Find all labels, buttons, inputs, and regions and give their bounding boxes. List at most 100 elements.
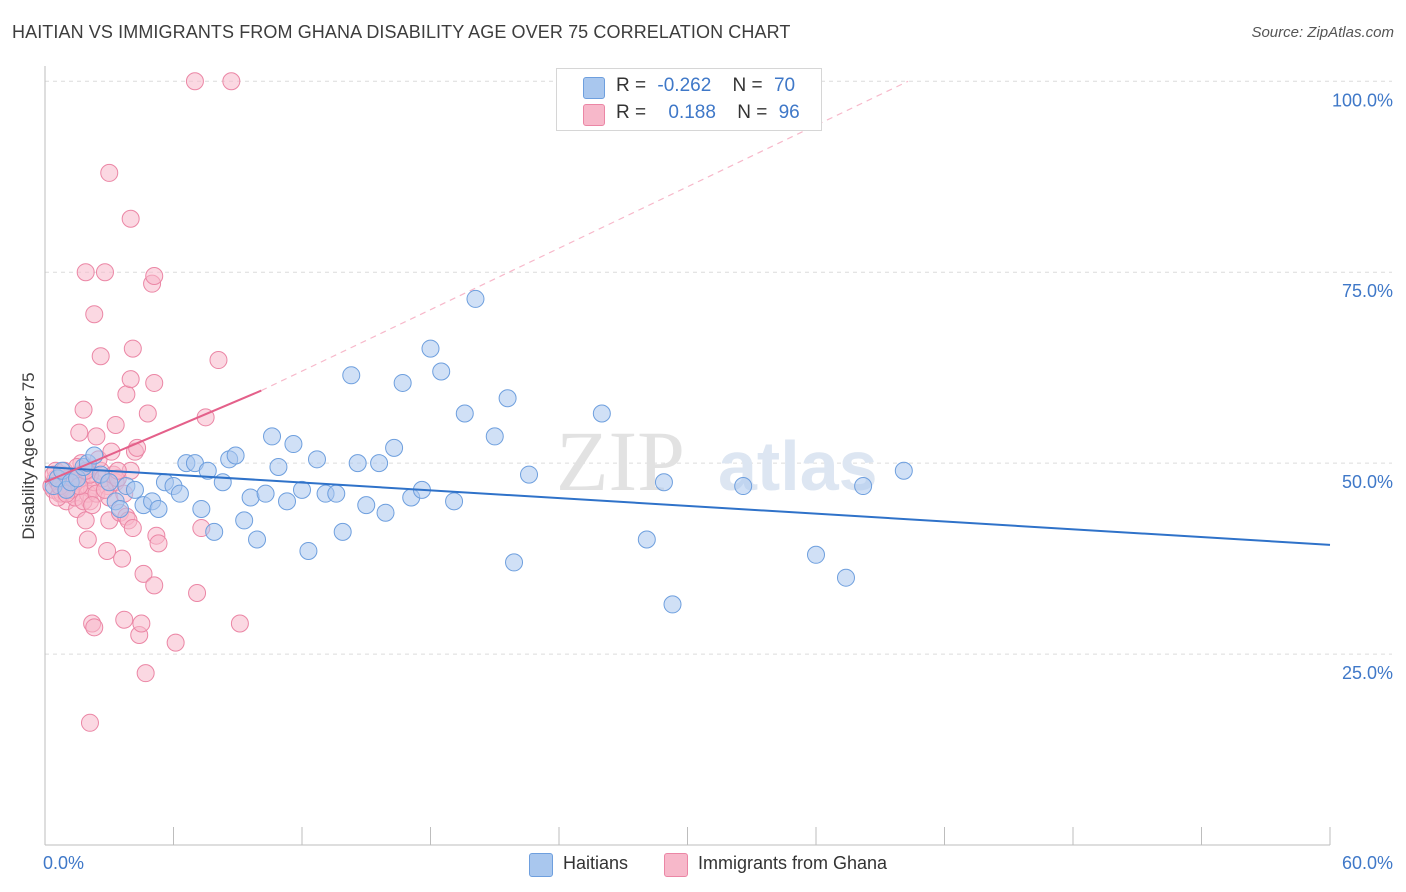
haitian-point-31 [248,530,267,549]
ghana-point-99 [145,267,164,286]
ghana-point-76 [128,438,147,457]
ghana-point-59 [85,305,104,324]
haitian-point-52 [421,339,440,358]
haitian-point-55 [455,404,474,423]
haitian-point-42 [333,522,352,541]
ghana-point-80 [134,564,153,583]
haitian-point-36 [284,435,303,454]
ghana-point-83 [145,373,164,392]
ghana-point-93 [185,72,204,91]
watermark-zip: ZIP [556,413,685,509]
haitian-point-39 [307,450,326,469]
haitian-point-49 [393,373,412,392]
n-label: N = [737,102,768,123]
ghana-point-74 [123,519,142,538]
r-label: R = [616,75,647,96]
ghana-point-92 [230,614,249,633]
haitian-point-34 [269,457,288,476]
haitian-point-61 [592,404,611,423]
haitian-point-47 [376,503,395,522]
ghana-swatch [583,104,605,126]
haitian-point-25 [205,522,224,541]
r-value-haitians: -0.262 [657,75,712,96]
ghana-point-62 [98,541,117,560]
haitian-point-66 [807,545,825,564]
haitian-point-44 [348,454,367,473]
ghana-swatch [664,853,688,877]
ghana-point-16 [76,511,95,530]
ghana-point-81 [138,404,157,423]
y-tick-label: 75.0% [1342,281,1393,301]
haitian-point-38 [299,541,318,560]
y-tick-label: 25.0% [1342,663,1393,683]
legend-label-ghana: Immigrants from Ghana [698,853,888,873]
zipatlas-watermark: ZIP atlas [556,413,878,509]
ghana-points [42,72,249,732]
haitian-points [44,289,913,614]
ghana-point-53 [70,423,89,442]
ghana-point-85 [149,534,168,553]
haitian-point-12 [110,499,129,518]
haitian-point-68 [854,477,873,496]
ghana-point-61 [91,347,110,366]
haitian-point-65 [734,477,753,496]
x-tick-label-end: 60.0% [1342,853,1393,873]
correlation-legend: R = -0.262 N = 70 R = 0.188 N = 96 [556,68,822,131]
haitian-point-30 [241,488,260,507]
ghana-point-88 [188,583,207,602]
n-label: N = [732,75,763,96]
ghana-point-87 [166,633,185,652]
n-value-haitians: 70 [773,75,796,96]
ghana-point-46 [83,496,102,515]
y-axis-title: Disability Age Over 75 [19,372,38,539]
ghana-point-97 [100,163,119,182]
haitian-point-43 [342,366,361,385]
ghana-point-73 [123,339,142,358]
ghana-point-86 [145,576,164,595]
haitian-point-33 [263,427,282,446]
source-label: Source: ZipAtlas.com [1251,24,1394,41]
ghana-point-96 [121,209,140,228]
haitian-point-32 [256,484,275,503]
grid-lines [45,80,1392,655]
ghana-trend-line [44,389,262,484]
haitians-swatch [529,853,553,877]
haitian-point-14 [125,480,144,499]
haitian-point-58 [498,389,517,408]
haitian-point-67 [836,568,855,587]
axis-labels: 25.0% 50.0% 75.0% 100.0% 0.0% 60.0% Disability… [19,90,1393,873]
haitian-point-20 [170,484,189,503]
ghana-point-64 [106,415,125,434]
haitian-point-54 [445,492,464,511]
haitian-point-45 [357,496,376,515]
haitians-trend-line [44,465,1331,546]
haitian-point-53 [432,362,451,381]
ghana-point-91 [209,351,228,370]
ghana-point-98 [76,263,95,282]
haitian-point-10 [100,473,119,492]
series-legend: Haitians Immigrants from Ghana [0,852,1406,878]
ghana-point-60 [87,427,106,446]
ghana-point-55 [78,530,97,549]
haitian-point-29 [235,511,254,530]
axes [44,66,1331,846]
haitian-point-62 [637,530,656,549]
y-tick-label: 50.0% [1342,472,1393,492]
x-tick-label-start: 0.0% [43,853,84,873]
haitian-point-56 [466,289,485,308]
haitian-point-23 [192,499,211,518]
haitian-point-63 [654,473,673,492]
y-tick-label: 100.0% [1332,90,1393,110]
haitian-point-41 [327,484,346,503]
haitian-point-46 [370,454,389,473]
haitian-point-24 [198,461,217,480]
haitians-swatch [583,77,605,99]
ghana-point-68 [115,610,134,629]
ghana-point-58 [80,713,99,732]
haitian-point-60 [520,465,539,484]
ghana-point-79 [136,664,155,683]
trend-lines [44,80,1331,546]
r-label: R = [616,102,647,123]
haitian-point-59 [505,553,524,572]
